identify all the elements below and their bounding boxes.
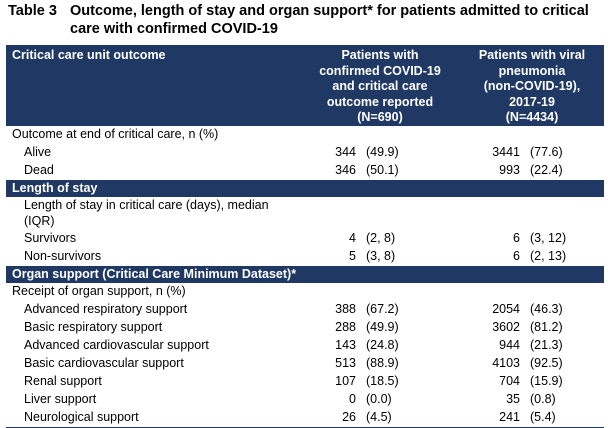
cell-viral-n: 3441 — [492, 145, 520, 159]
header-col-covid-line: outcome reported — [326, 94, 434, 109]
table-row: Non-survivors 5 (3, 8) 6 (2, 13) — [6, 248, 604, 266]
section-header-organ-support: Organ support (Critical Care Minimum Dat… — [6, 266, 604, 283]
row-label: Survivors — [24, 231, 77, 245]
row-label: Basic respiratory support — [24, 320, 163, 334]
cell-viral-pct: (46.3) — [530, 302, 563, 316]
cell-covid-n: 0 — [349, 392, 356, 406]
cell-viral-median: 6 — [513, 231, 520, 245]
section-label-organ-support: Receipt of organ support, n (%) — [6, 283, 604, 301]
table-number: Table 3 — [8, 3, 57, 19]
cell-covid-iqr: (3, 8) — [366, 249, 396, 263]
table-row: Basic respiratory support 288 (49.9) 360… — [6, 319, 604, 337]
section-label-length-of-stay: Length of stay in critical care (days), … — [6, 197, 604, 215]
cell-viral-pct: (5.4) — [530, 410, 556, 424]
cell-covid-n: 344 — [335, 145, 356, 159]
row-label: Alive — [24, 145, 52, 159]
header-col-covid: Patients with confirmed COVID-19 and cri… — [306, 48, 454, 126]
section-label-outcome: Outcome at end of critical care, n (%) — [6, 126, 604, 144]
header-col-outcome: Critical care unit outcome — [12, 48, 166, 62]
cell-covid-n: 26 — [342, 410, 356, 424]
cell-viral-pct: (77.6) — [530, 145, 563, 159]
cell-viral-n: 241 — [499, 410, 520, 424]
cell-viral-iqr: (2, 13) — [530, 249, 567, 263]
cell-covid-n: 107 — [335, 374, 356, 388]
cell-viral-n: 35 — [506, 392, 520, 406]
cell-viral-pct: (0.8) — [530, 392, 556, 406]
row-label: Renal support — [24, 374, 102, 388]
table-row: Basic cardiovascular support 513 (88.9) … — [6, 355, 604, 373]
row-label: Neurological support — [24, 410, 139, 424]
row-label: Liver support — [24, 392, 97, 406]
cell-covid-pct: (67.2) — [366, 302, 399, 316]
header-col-viral-line: 2017-19 — [509, 94, 555, 109]
cell-covid-iqr: (2, 8) — [366, 231, 396, 245]
header-col-viral: Patients with viral pneumonia (non-COVID… — [462, 48, 602, 126]
table-row: Alive 344 (49.9) 3441 (77.6) — [6, 144, 604, 162]
cell-covid-pct: (0.0) — [366, 392, 392, 406]
table-row: Renal support 107 (18.5) 704 (15.9) — [6, 373, 604, 391]
row-label: Advanced respiratory support — [24, 302, 188, 316]
cell-viral-n: 2054 — [492, 302, 520, 316]
cell-covid-pct: (18.5) — [366, 374, 399, 388]
table-row: Advanced respiratory support 388 (67.2) … — [6, 301, 604, 319]
header-col-covid-line: (N=690) — [357, 110, 403, 124]
cell-covid-median: 4 — [349, 231, 356, 245]
cell-covid-median: 5 — [349, 249, 356, 263]
cell-covid-pct: (50.1) — [366, 163, 399, 177]
row-label: Basic cardiovascular support — [24, 356, 184, 370]
cell-viral-pct: (92.5) — [530, 356, 563, 370]
table-row: Dead 346 (50.1) 993 (22.4) — [6, 162, 604, 180]
header-col-covid-line: confirmed COVID-19 — [319, 63, 441, 78]
cell-viral-n: 3602 — [492, 320, 520, 334]
cell-viral-n: 704 — [499, 374, 520, 388]
cell-viral-n: 944 — [499, 338, 520, 352]
table-title: Outcome, length of stay and organ suppor… — [70, 3, 589, 37]
table-row: Survivors 4 (2, 8) 6 (3, 12) — [6, 230, 604, 248]
table-header: Critical care unit outcome Patients with… — [6, 45, 604, 126]
cell-viral-n: 4103 — [492, 356, 520, 370]
section-header-length-of-stay: Length of stay — [6, 180, 604, 197]
header-col-viral-line: (N=4434) — [505, 110, 559, 124]
header-col-viral-line: (non-COVID-19), — [483, 79, 581, 93]
cell-viral-pct: (21.3) — [530, 338, 563, 352]
cell-viral-median: 6 — [513, 249, 520, 263]
table-row: Advanced cardiovascular support 143 (24.… — [6, 337, 604, 355]
section-title: Length of stay — [12, 181, 98, 195]
table-row: Liver support 0 (0.0) 35 (0.8) — [6, 391, 604, 409]
header-col-viral-line: Patients with viral — [478, 48, 586, 62]
cell-viral-pct: (15.9) — [530, 374, 563, 388]
row-label: Outcome at end of critical care, n (%) — [12, 127, 219, 141]
cell-covid-n: 388 — [335, 302, 356, 316]
cell-covid-n: 346 — [335, 163, 356, 177]
section-label-length-of-stay-cont: (IQR) — [6, 213, 604, 231]
cell-covid-pct: (88.9) — [366, 356, 399, 370]
header-col-viral-line: pneumonia — [498, 63, 566, 78]
cell-covid-n: 288 — [335, 320, 356, 334]
cell-covid-n: 143 — [335, 338, 356, 352]
section-title: Organ support (Critical Care Minimum Dat… — [12, 267, 297, 281]
header-col-covid-line: Patients with — [341, 48, 419, 62]
table-row: Neurological support 26 (4.5) 241 (5.4) — [6, 409, 604, 427]
header-col-covid-line: and critical care — [332, 79, 428, 93]
cell-viral-iqr: (3, 12) — [530, 231, 567, 245]
cell-covid-pct: (49.9) — [366, 145, 399, 159]
row-label: Dead — [24, 163, 54, 177]
row-label: Advanced cardiovascular support — [24, 338, 209, 352]
row-label: Non-survivors — [24, 249, 102, 263]
row-label: (IQR) — [24, 214, 55, 228]
cell-viral-n: 993 — [499, 163, 520, 177]
row-label: Length of stay in critical care (days), … — [24, 198, 269, 212]
cell-covid-n: 513 — [335, 356, 356, 370]
row-label: Receipt of organ support, n (%) — [12, 284, 186, 298]
cell-covid-pct: (4.5) — [366, 410, 392, 424]
cell-covid-pct: (49.9) — [366, 320, 399, 334]
cell-viral-pct: (22.4) — [530, 163, 563, 177]
cell-covid-pct: (24.8) — [366, 338, 399, 352]
cell-viral-pct: (81.2) — [530, 320, 563, 334]
